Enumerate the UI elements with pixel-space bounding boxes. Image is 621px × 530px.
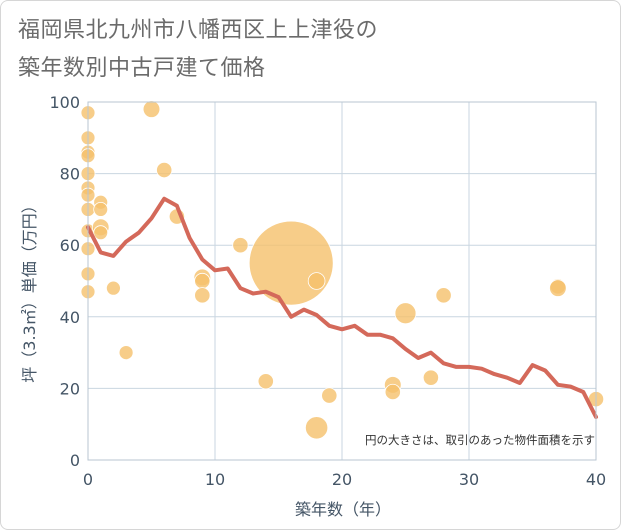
bubble-point-34: [435, 287, 452, 304]
bubble-point-32: [394, 302, 417, 325]
bubble-point-15: [93, 225, 109, 241]
plot-border: [87, 101, 597, 461]
x-axis-label: 築年数（年）: [295, 500, 391, 519]
bubble-point-22: [194, 272, 211, 290]
trend-line: [86, 196, 598, 419]
y-axis-label: 坪（3.3㎡）単価（万円）: [20, 197, 39, 382]
bubble-point-13: [93, 201, 109, 217]
x-tick-label: 30: [459, 470, 479, 489]
bubble-point-29: [321, 387, 338, 404]
y-tick-label: 80: [60, 165, 80, 184]
plot-area-border: [87, 101, 597, 461]
y-tick-label: 20: [60, 379, 80, 398]
bubble-point-17: [118, 345, 134, 361]
bubble-point-19: [156, 161, 173, 179]
grid-lines: [87, 101, 597, 461]
bubble-point-33: [422, 369, 439, 386]
x-axis-ticks: 0 10 20 30 40: [83, 470, 606, 489]
y-tick-label: 100: [49, 93, 80, 112]
bubble-point-16: [106, 280, 121, 296]
y-tick-label: 60: [60, 236, 80, 255]
bubble-point-23: [194, 287, 211, 304]
title-line-1: 福岡県北九州市八幡西区上上津役の: [18, 18, 379, 43]
y-tick-label: 0: [70, 451, 80, 470]
y-axis-ticks: 0 20 40 60 80 100: [49, 93, 80, 470]
bubble-size-note: 円の大きさは、取引のあった物件面積を示す: [365, 433, 595, 447]
bubble-point-27: [307, 272, 326, 290]
title-line-2: 築年数別中古戸建て価格: [18, 56, 266, 81]
x-tick-label: 20: [332, 470, 352, 489]
bubble-point-28: [304, 416, 329, 440]
bubble-point-36: [549, 279, 567, 297]
x-tick-label: 40: [586, 470, 606, 489]
y-tick-label: 40: [60, 308, 80, 327]
x-tick-label: 0: [83, 470, 93, 489]
bubble-point-18: [142, 100, 161, 118]
bubble-point-24: [232, 237, 249, 254]
trend-line-series: [86, 196, 598, 419]
chart-title: 福岡県北九州市八幡西区上上津役の 築年数別中古戸建て価格: [18, 12, 578, 88]
bubble-point-31: [384, 383, 401, 401]
x-tick-label: 10: [205, 470, 225, 489]
bubble-point-25: [257, 373, 274, 390]
